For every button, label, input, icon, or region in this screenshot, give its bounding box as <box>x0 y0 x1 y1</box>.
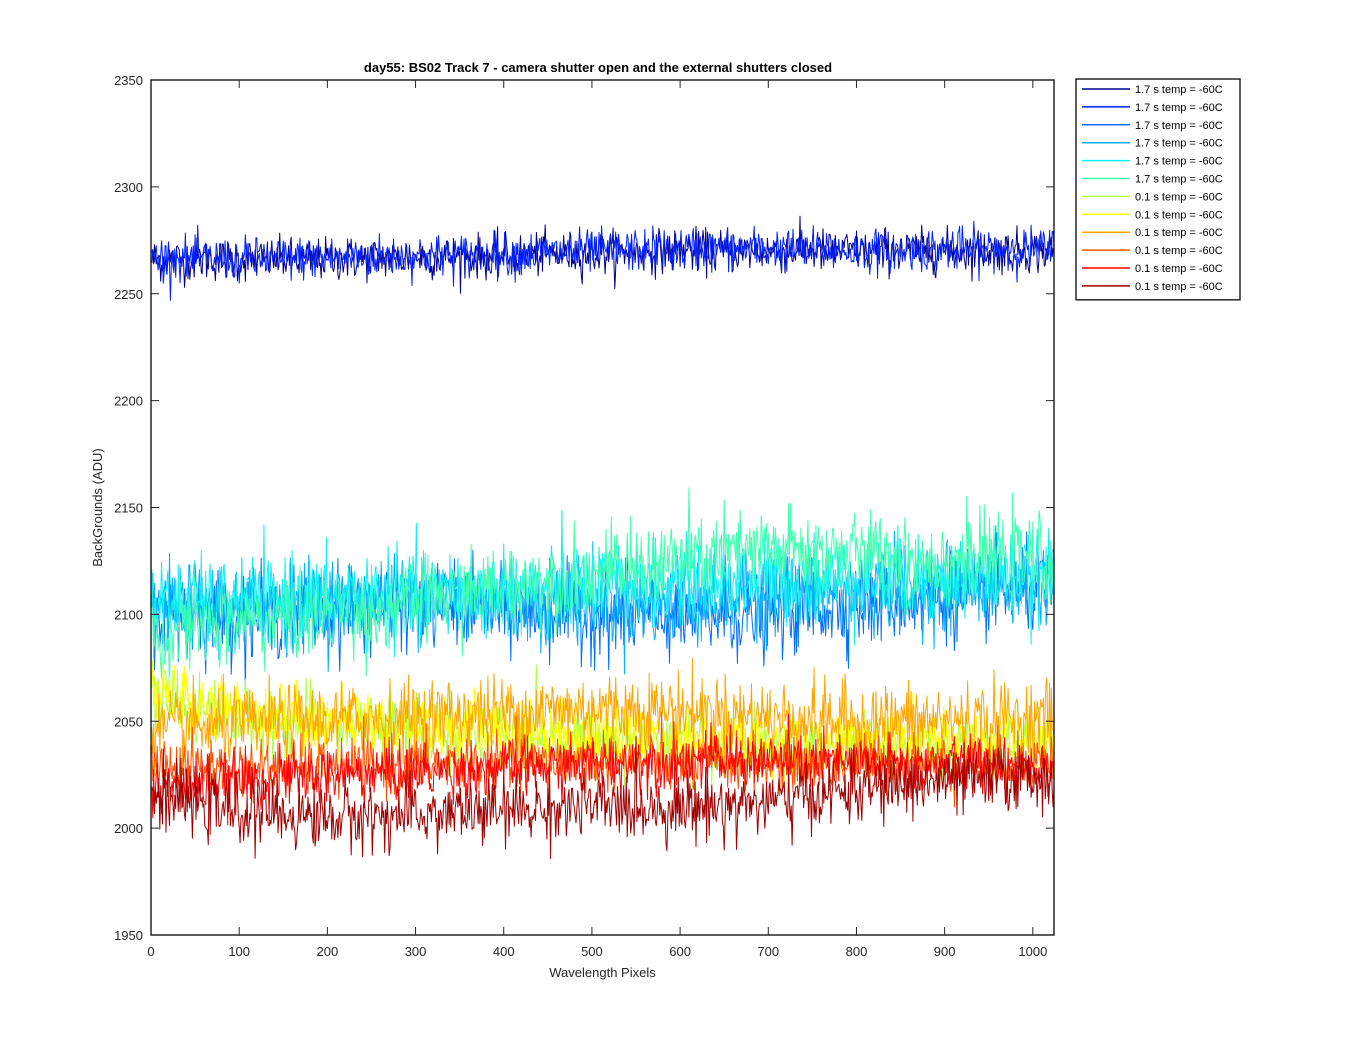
legend-label: 0.1 s temp = -60C <box>1135 281 1223 293</box>
x-tick-label: 900 <box>934 944 956 959</box>
legend-label: 1.7 s temp = -60C <box>1135 84 1223 96</box>
legend-label: 0.1 s temp = -60C <box>1135 227 1223 239</box>
plot-area: 0 100 200 300 400 500 600 700 800 900 1000 1950 2000… <box>114 73 1055 959</box>
y-tick-label: 2250 <box>114 287 143 302</box>
x-tick-label: 200 <box>317 944 339 959</box>
series-line-6 <box>151 487 1054 696</box>
y-tick-label: 2200 <box>114 394 143 409</box>
series-line-2 <box>151 220 1054 301</box>
chart-title: day55: BS02 Track 7 - camera shutter ope… <box>364 60 832 75</box>
series-lines <box>151 215 1054 859</box>
legend-label: 0.1 s temp = -60C <box>1135 245 1223 257</box>
y-tick-label: 2150 <box>114 501 143 516</box>
x-tick-label: 400 <box>493 944 515 959</box>
y-axis-label: BackGrounds (ADU) <box>90 448 105 566</box>
legend-label: 1.7 s temp = -60C <box>1135 120 1223 132</box>
x-tick-label: 100 <box>228 944 250 959</box>
y-tick-label: 2000 <box>114 821 143 836</box>
legend: 1.7 s temp = -60C 1.7 s temp = -60C 1.7 s … <box>1075 78 1241 301</box>
legend-label: 0.1 s temp = -60C <box>1135 209 1223 221</box>
y-tick-label: 2100 <box>114 607 143 622</box>
legend-label: 1.7 s temp = -60C <box>1135 156 1223 168</box>
legend-label: 0.1 s temp = -60C <box>1135 263 1223 275</box>
legend-label: 1.7 s temp = -60C <box>1135 138 1223 150</box>
y-tick-label: 2350 <box>114 73 143 88</box>
x-axis-label: Wavelength Pixels <box>549 965 656 980</box>
series-line-12 <box>151 735 1054 859</box>
axis-ticks: 0 100 200 300 400 500 600 700 800 900 1000 1950 2000… <box>114 73 1054 959</box>
legend-label: 1.7 s temp = -60C <box>1135 174 1223 186</box>
y-tick-label: 1950 <box>114 928 143 943</box>
y-tick-label: 2050 <box>114 714 143 729</box>
x-tick-label: 0 <box>147 944 154 959</box>
x-tick-label: 500 <box>581 944 603 959</box>
series-line-11 <box>151 713 1054 826</box>
x-tick-label: 300 <box>405 944 427 959</box>
x-tick-label: 700 <box>757 944 779 959</box>
legend-label: 0.1 s temp = -60C <box>1135 191 1223 203</box>
legend-label: 1.7 s temp = -60C <box>1135 102 1223 114</box>
legend-box <box>1075 78 1241 301</box>
series-line-4 <box>151 525 1054 675</box>
y-tick-label: 2300 <box>114 180 143 195</box>
x-tick-label: 600 <box>669 944 691 959</box>
x-tick-label: 1000 <box>1018 944 1047 959</box>
x-tick-label: 800 <box>846 944 868 959</box>
series-line-9 <box>151 657 1054 780</box>
